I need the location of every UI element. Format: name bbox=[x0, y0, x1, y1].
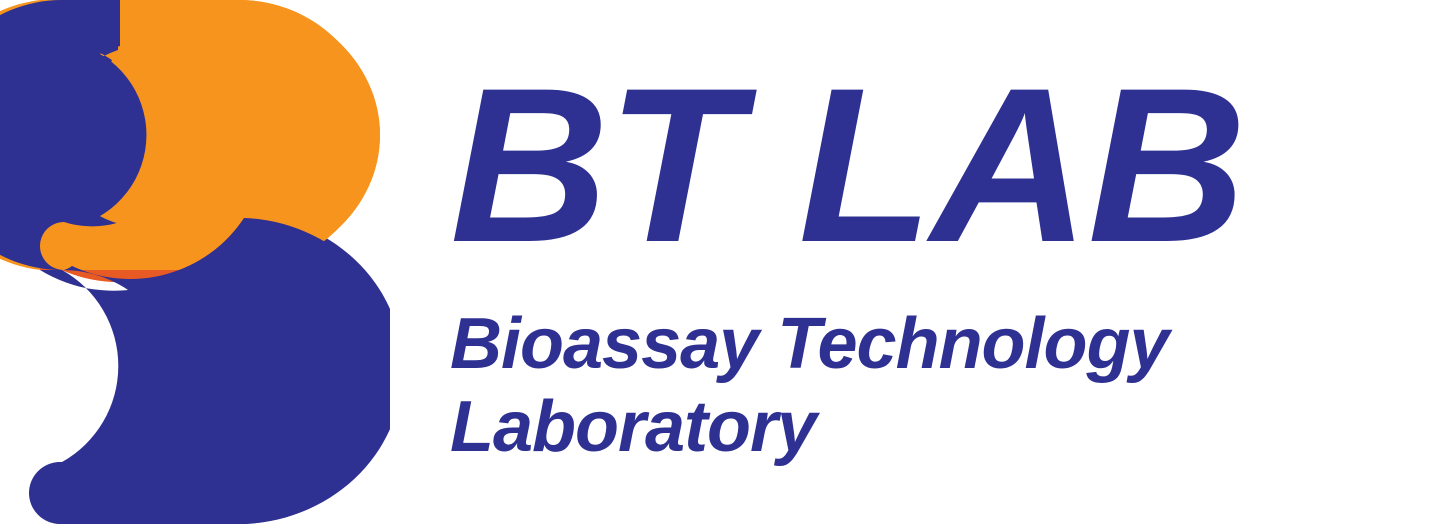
logo-text-block: BT LAB Bioassay Technology Laboratory bbox=[450, 55, 1245, 469]
brand-main-title: BT LAB bbox=[450, 55, 1245, 275]
brand-sub-title: Bioassay Technology Laboratory bbox=[450, 303, 1245, 469]
logo-mark bbox=[0, 0, 390, 524]
logo-container: BT LAB Bioassay Technology Laboratory bbox=[0, 0, 1445, 524]
logo-b-icon bbox=[0, 0, 390, 524]
sub-title-line2: Laboratory bbox=[450, 387, 816, 467]
sub-title-line1: Bioassay Technology bbox=[450, 304, 1169, 384]
